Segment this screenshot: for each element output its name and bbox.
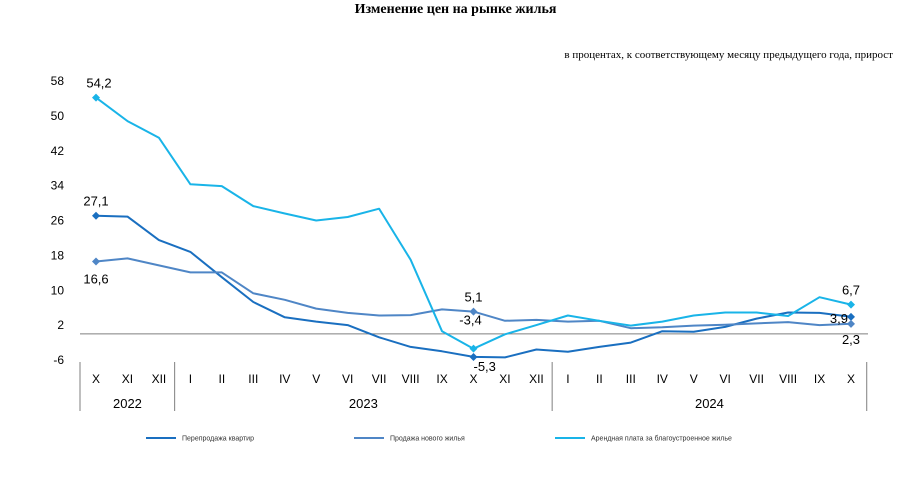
- data-point-marker: [847, 300, 855, 309]
- y-tick-label: 2: [57, 318, 64, 332]
- x-tick-label: XII: [529, 372, 544, 386]
- x-tick-label: XI: [122, 372, 133, 386]
- y-tick-label: 34: [51, 179, 65, 193]
- x-tick-label: V: [690, 372, 698, 386]
- series-layer: [92, 93, 855, 361]
- x-tick-label: II: [218, 372, 225, 386]
- data-point-marker: [92, 257, 100, 266]
- y-tick-label: 42: [51, 144, 65, 158]
- data-label: 54,2: [86, 76, 111, 91]
- x-tick-label: VII: [372, 372, 387, 386]
- x-tick-label: IV: [279, 372, 290, 386]
- data-point-marker: [469, 307, 478, 316]
- chart-subtitle: в процентах, к соответствующему месяцу п…: [564, 49, 893, 61]
- year-label: 2022: [113, 396, 142, 411]
- x-tick-label: IV: [657, 372, 668, 386]
- data-label: -3,4: [459, 313, 481, 328]
- x-tick-label: X: [92, 372, 100, 386]
- data-label: 5,1: [464, 290, 482, 305]
- x-tick-label: III: [626, 372, 636, 386]
- x-tick-label: IX: [436, 372, 447, 386]
- y-tick-label: 26: [51, 214, 65, 228]
- y-tick-label: -6: [53, 353, 64, 367]
- data-label: 16,6: [83, 271, 108, 286]
- x-tick-label: X: [469, 372, 477, 386]
- y-tick-label: 18: [51, 248, 65, 262]
- legend-label: Перепродажа квартир: [182, 436, 254, 443]
- y-tick-label: 50: [51, 109, 65, 123]
- x-tick-label: VI: [342, 372, 353, 386]
- x-tick-label: VII: [749, 372, 764, 386]
- x-tick-label: VIII: [402, 372, 420, 386]
- year-label: 2023: [349, 396, 378, 411]
- data-label: 2,3: [842, 332, 860, 347]
- data-point-marker: [92, 93, 100, 102]
- x-tick-label: III: [248, 372, 258, 386]
- legend-label: Арендная плата за благоустроенное жилье: [591, 435, 732, 443]
- x-tick-label: I: [189, 372, 192, 386]
- x-tick-label: XII: [152, 372, 167, 386]
- x-tick-label: XI: [499, 372, 510, 386]
- legend: Перепродажа квартир Продажа нового жилья А…: [146, 435, 732, 443]
- x-tick-label: VIII: [779, 372, 797, 386]
- year-label: 2024: [695, 396, 724, 411]
- y-tick-label: 58: [51, 74, 65, 88]
- data-label: -5,3: [474, 359, 496, 374]
- series-line: [95, 214, 852, 359]
- chart-title: Изменение цен на рынке жилья: [354, 2, 557, 17]
- data-labels: 27,1 -5,3 3,9 16,6 5,1 2,3 54,2 -3,4 6,7: [83, 76, 860, 374]
- data-point-marker: [847, 319, 855, 328]
- x-tick-label: II: [596, 372, 603, 386]
- data-label: 27,1: [83, 194, 108, 209]
- data-point-marker: [847, 312, 855, 321]
- x-tick-label: VI: [719, 372, 730, 386]
- data-label: 6,7: [842, 283, 860, 298]
- legend-label: Продажа нового жилья: [390, 436, 465, 443]
- y-tick-label: 10: [51, 283, 65, 297]
- x-tick-label: V: [312, 372, 320, 386]
- data-point-marker: [469, 352, 478, 361]
- x-tick-label: IX: [814, 372, 825, 386]
- data-point-marker: [469, 344, 478, 353]
- data-label: 3,9: [830, 311, 848, 326]
- data-point-marker: [92, 211, 100, 220]
- x-tick-label: X: [847, 372, 855, 386]
- x-tick-label: I: [566, 372, 569, 386]
